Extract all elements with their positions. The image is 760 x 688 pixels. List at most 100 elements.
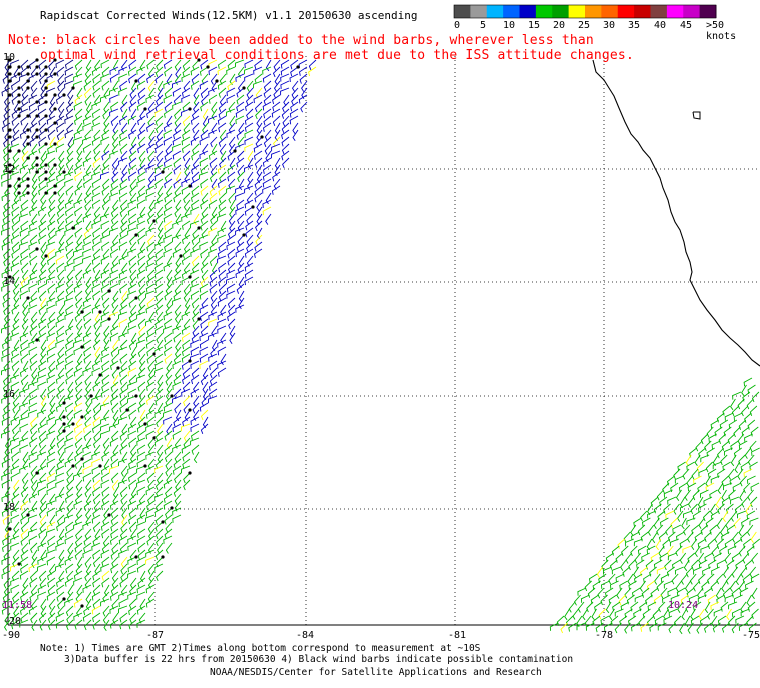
wind-barb bbox=[253, 143, 263, 153]
wind-barb bbox=[172, 423, 182, 433]
colorbar-swatch bbox=[683, 5, 701, 18]
wind-barb bbox=[154, 360, 164, 370]
wind-barb bbox=[654, 615, 664, 625]
wind-barb bbox=[721, 475, 729, 487]
wind-barb bbox=[595, 622, 604, 633]
wind-barb bbox=[74, 227, 83, 238]
wind-barb bbox=[660, 517, 669, 527]
wind-barb bbox=[40, 150, 47, 163]
wind-barb bbox=[56, 430, 65, 441]
wind-barb bbox=[218, 283, 227, 295]
wind-barb bbox=[82, 269, 92, 279]
wind-barb bbox=[236, 101, 245, 112]
wind-barb bbox=[155, 66, 164, 77]
wind-barb bbox=[739, 489, 745, 502]
wind-barb bbox=[110, 241, 119, 252]
wind-barb bbox=[164, 444, 173, 455]
wind-barb bbox=[91, 178, 101, 188]
wind-barb bbox=[148, 311, 155, 324]
wind-barb bbox=[199, 332, 209, 342]
wind-barb bbox=[82, 367, 92, 376]
wind-barb bbox=[280, 66, 290, 76]
wind-barb bbox=[174, 115, 182, 127]
wind-barb bbox=[103, 206, 110, 219]
wind-barb bbox=[39, 521, 47, 533]
wind-barb bbox=[183, 199, 191, 211]
wind-barb bbox=[724, 552, 732, 564]
contamination-dot bbox=[170, 394, 174, 398]
wind-barb bbox=[118, 87, 128, 96]
wind-barb bbox=[174, 185, 182, 197]
wind-barb bbox=[602, 566, 612, 575]
wind-barb bbox=[681, 517, 687, 530]
contamination-dot bbox=[44, 86, 48, 90]
wind-barb bbox=[4, 59, 11, 72]
contamination-dot bbox=[17, 114, 21, 118]
wind-barb bbox=[667, 531, 676, 542]
contamination-dot bbox=[53, 72, 57, 76]
wind-barb bbox=[193, 94, 200, 107]
contamination-dot bbox=[8, 163, 12, 167]
wind-barb bbox=[589, 573, 598, 583]
wind-barb bbox=[226, 241, 236, 251]
wind-barb bbox=[57, 87, 65, 99]
wind-barb bbox=[38, 234, 47, 245]
wind-barb bbox=[750, 573, 760, 583]
wind-barb bbox=[218, 101, 227, 112]
wind-barb bbox=[22, 304, 29, 316]
wind-barb bbox=[75, 528, 83, 540]
wind-barb bbox=[181, 332, 191, 342]
wind-barb bbox=[47, 409, 56, 420]
wind-barb bbox=[38, 318, 47, 329]
wind-barb bbox=[192, 157, 200, 169]
wind-barb bbox=[102, 605, 110, 617]
contamination-dot bbox=[44, 191, 48, 195]
wind-barb bbox=[127, 248, 137, 257]
wind-barb bbox=[73, 80, 83, 89]
wind-barb bbox=[100, 234, 110, 243]
colorbar-swatch bbox=[454, 5, 471, 18]
wind-barb bbox=[192, 122, 200, 134]
wind-barb bbox=[40, 402, 47, 415]
wind-barb bbox=[76, 192, 83, 205]
wind-barb bbox=[272, 115, 281, 126]
wind-barb bbox=[690, 615, 700, 625]
wind-barb bbox=[183, 122, 191, 134]
wind-barb bbox=[238, 178, 245, 191]
wind-barb bbox=[672, 559, 681, 569]
wind-barb bbox=[663, 503, 671, 514]
wind-barb bbox=[724, 594, 734, 603]
colorbar-swatch bbox=[568, 5, 586, 18]
wind-barb bbox=[102, 157, 110, 169]
wind-barb bbox=[56, 437, 65, 448]
wind-barb bbox=[156, 444, 164, 456]
wind-barb bbox=[146, 269, 155, 281]
wind-barb bbox=[40, 255, 47, 268]
wind-barb bbox=[247, 171, 254, 183]
wind-barb bbox=[19, 206, 29, 216]
wind-barb bbox=[174, 283, 182, 295]
map-grid bbox=[7, 56, 760, 626]
wind-barb bbox=[58, 500, 65, 513]
wind-barb bbox=[101, 199, 110, 210]
wind-barb bbox=[128, 598, 137, 610]
wind-barb bbox=[148, 87, 155, 99]
wind-barb bbox=[722, 461, 731, 471]
wind-barb bbox=[91, 514, 101, 524]
wind-barb bbox=[21, 143, 29, 155]
wind-barb bbox=[173, 416, 182, 427]
wind-barb bbox=[164, 192, 173, 203]
wind-barb bbox=[127, 283, 137, 293]
contamination-dot bbox=[35, 65, 39, 69]
wind-barb bbox=[154, 269, 164, 279]
wind-barb bbox=[31, 185, 38, 197]
wind-barb bbox=[66, 472, 74, 484]
contamination-dot bbox=[188, 359, 192, 363]
wind-barb bbox=[74, 164, 83, 175]
wind-barb bbox=[29, 255, 38, 266]
wind-barb bbox=[118, 416, 128, 425]
wind-barb bbox=[84, 528, 92, 540]
wind-barb bbox=[147, 150, 155, 162]
wind-barb bbox=[38, 143, 47, 154]
wind-barb bbox=[55, 493, 65, 502]
